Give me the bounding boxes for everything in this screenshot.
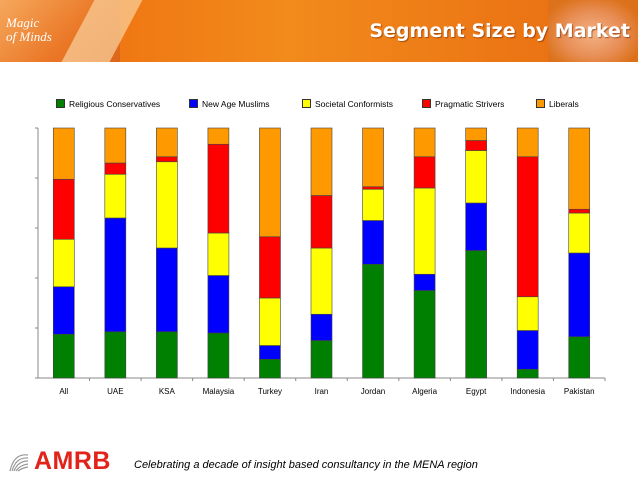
amrb-logo: AMRB bbox=[8, 447, 128, 477]
bar-segment bbox=[52, 333, 75, 379]
legend-label: Societal Conformists bbox=[315, 99, 393, 109]
x-tick-label: All bbox=[59, 387, 68, 396]
legend-swatch bbox=[536, 99, 545, 108]
bar-segment bbox=[310, 340, 333, 379]
bar-segment bbox=[465, 150, 487, 204]
legend-label: Pragmatic Strivers bbox=[435, 99, 505, 109]
stacked-bar-chart: All UAE KSA Malaysia Turkey Iran Jordan Algeria… bbox=[35, 127, 606, 396]
legend-swatch bbox=[422, 99, 431, 108]
bar-segment bbox=[568, 208, 591, 214]
amrb-swirl-icon bbox=[8, 451, 30, 473]
bar-segment bbox=[413, 187, 436, 275]
legend-label: New Age Muslims bbox=[202, 99, 270, 109]
page-title: Segment Size by Market bbox=[369, 20, 630, 42]
bar-segment bbox=[207, 332, 230, 379]
bar-segment bbox=[413, 290, 436, 379]
bar-segment bbox=[413, 273, 436, 291]
x-tick-label: Indonesia bbox=[510, 387, 545, 396]
x-tick-label: Egypt bbox=[466, 387, 487, 396]
bar-segment bbox=[207, 143, 230, 234]
bar-segment bbox=[104, 217, 127, 333]
legend-swatch bbox=[189, 99, 198, 108]
header-banner: Magic of Minds Segment Size by Market bbox=[0, 0, 638, 62]
bar-segment bbox=[259, 127, 281, 238]
bar-segment bbox=[52, 238, 75, 288]
bar-segment bbox=[156, 247, 178, 333]
bar-segment bbox=[568, 252, 591, 338]
bar-segment bbox=[259, 345, 281, 360]
bar-segment bbox=[156, 161, 178, 249]
bar-segment bbox=[413, 127, 436, 158]
bar-segment bbox=[259, 358, 281, 379]
legend-item: New Age Muslims bbox=[189, 99, 270, 109]
bar-segment bbox=[516, 127, 539, 158]
bar-segment bbox=[259, 236, 281, 299]
legend-label: Liberals bbox=[549, 99, 579, 109]
bar-segment bbox=[516, 330, 539, 370]
bar-segment bbox=[362, 127, 384, 188]
footer-tagline: Celebrating a decade of insight based co… bbox=[134, 459, 478, 471]
bar-segment bbox=[362, 263, 384, 379]
bar-segment bbox=[259, 297, 281, 346]
x-tick-label: KSA bbox=[159, 387, 176, 396]
bar-segment bbox=[568, 127, 591, 210]
x-tick-label: Iran bbox=[315, 387, 329, 396]
bar-segment bbox=[362, 188, 384, 221]
x-tick-label: Pakistan bbox=[564, 387, 595, 396]
bar-segment bbox=[156, 127, 178, 158]
legend-item: Pragmatic Strivers bbox=[422, 99, 504, 109]
bar-segment bbox=[362, 186, 384, 190]
legend-swatch bbox=[56, 99, 65, 108]
bar-segment bbox=[568, 336, 591, 379]
bar-segment bbox=[207, 232, 230, 276]
bar-segment bbox=[104, 331, 127, 379]
bar-segment bbox=[413, 156, 436, 189]
bar-segment bbox=[310, 195, 333, 249]
legend-item: Societal Conformists bbox=[302, 99, 393, 109]
bar-segment bbox=[465, 140, 487, 151]
bar-segment bbox=[104, 162, 127, 175]
magic-of-minds-logo: Magic of Minds bbox=[6, 15, 52, 44]
bar-segment bbox=[310, 127, 333, 196]
bar-segment bbox=[104, 127, 127, 164]
bar-segment bbox=[104, 173, 127, 219]
bar-segment bbox=[465, 250, 487, 379]
bar-segment bbox=[568, 212, 591, 254]
bar-segment bbox=[310, 313, 333, 341]
legend-label: Religious Conservatives bbox=[69, 99, 161, 109]
x-tick-label: Algeria bbox=[412, 387, 437, 396]
bar-segment bbox=[207, 127, 230, 145]
bar-segment bbox=[465, 127, 487, 141]
bar-segment bbox=[516, 296, 539, 331]
bar-segment bbox=[52, 178, 75, 240]
legend-swatch bbox=[302, 99, 311, 108]
bar-segment bbox=[516, 156, 539, 298]
amrb-brand-text: AMRB bbox=[34, 447, 111, 475]
bar-segment bbox=[207, 275, 230, 334]
bar-segment bbox=[52, 127, 75, 180]
bar-segment bbox=[156, 331, 178, 379]
legend-item: Religious Conservatives bbox=[56, 99, 160, 109]
x-tick-label: Malaysia bbox=[203, 387, 235, 396]
x-tick-label: Jordan bbox=[361, 387, 385, 396]
x-tick-label: UAE bbox=[107, 387, 123, 396]
bar-segment bbox=[516, 368, 539, 379]
legend-item: Liberals bbox=[536, 99, 579, 109]
bar-segment bbox=[156, 156, 178, 163]
bar-segment bbox=[52, 286, 75, 335]
bar-segment bbox=[362, 220, 384, 265]
bar-segment bbox=[310, 247, 333, 315]
header-portrait-image bbox=[548, 0, 638, 62]
bar-segment bbox=[465, 202, 487, 251]
chart-legend: Religious Conservatives New Age Muslims So… bbox=[56, 99, 616, 111]
x-tick-label: Turkey bbox=[258, 387, 282, 396]
